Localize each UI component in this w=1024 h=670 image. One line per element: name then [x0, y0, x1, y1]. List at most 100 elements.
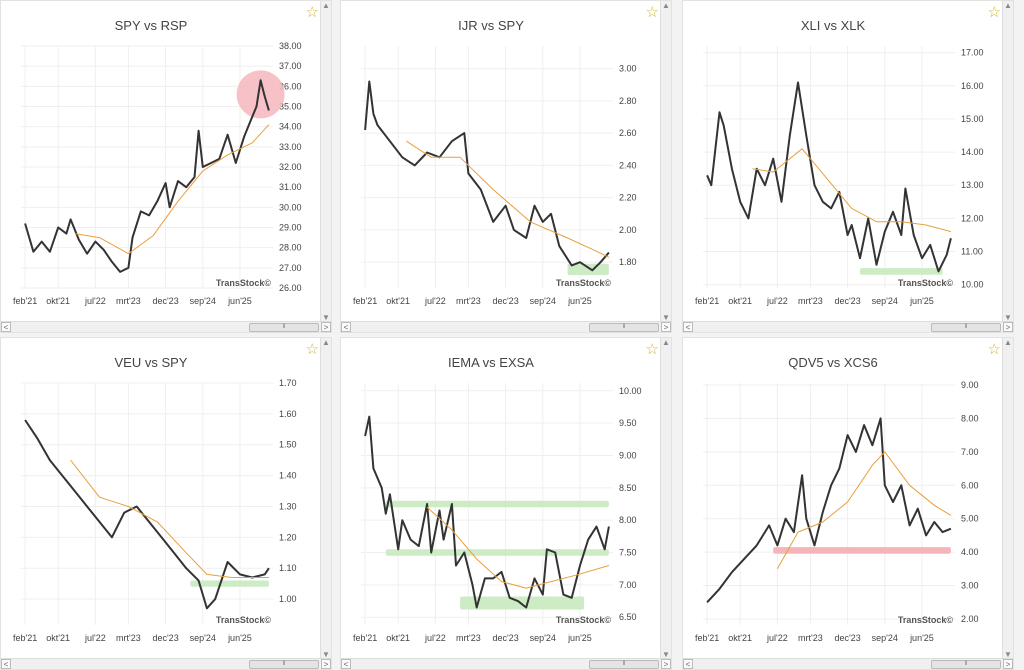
vertical-scrollbar[interactable]: ▲ ▼ — [660, 1, 671, 323]
x-tick-label: okt'21 — [46, 633, 70, 643]
x-tick-label: dec'23 — [492, 296, 518, 306]
chevron-down-icon[interactable]: ▼ — [322, 313, 330, 322]
x-tick-label: okt'21 — [728, 296, 752, 306]
chevron-right-icon[interactable]: > — [321, 659, 331, 669]
moving-average-line — [70, 459, 269, 578]
scrollbar-thumb[interactable]: ll — [931, 660, 1001, 669]
chart-panel: feb'21 okt'21 jul'22 mrt'23 dec'23 sep'24 jun'… — [340, 337, 672, 670]
chevron-up-icon[interactable]: ▲ — [322, 1, 330, 10]
chevron-right-icon[interactable]: > — [661, 322, 671, 332]
horizontal-scrollbar[interactable]: < ll > — [683, 321, 1013, 332]
price-line — [706, 417, 952, 603]
star-icon[interactable]: ☆ — [987, 4, 1001, 21]
y-tick-label: 9.00 — [961, 380, 979, 390]
vertical-scrollbar[interactable]: ▲ ▼ — [1002, 1, 1013, 323]
x-tick-label: jul'22 — [84, 633, 106, 643]
y-tick-label: 35.00 — [279, 102, 302, 112]
chevron-right-icon[interactable]: > — [321, 322, 331, 332]
y-tick-label: 2.00 — [619, 225, 637, 235]
star-icon[interactable]: ☆ — [305, 4, 319, 21]
chevron-left-icon[interactable]: < — [341, 322, 351, 332]
x-tick-label: sep'24 — [872, 633, 898, 643]
price-line — [706, 81, 952, 273]
y-tick-label: 14.00 — [961, 147, 984, 157]
chart-svg: feb'21 okt'21 jul'22 mrt'23 dec'23 sep'24 jun'… — [13, 378, 297, 643]
support-band — [190, 580, 269, 587]
chevron-up-icon[interactable]: ▲ — [662, 1, 670, 10]
chevron-left-icon[interactable]: < — [1, 322, 11, 332]
y-tick-label: 10.00 — [619, 386, 642, 396]
horizontal-scrollbar[interactable]: < ll > — [1, 658, 331, 669]
moving-average-line — [752, 148, 952, 233]
y-tick-label: 12.00 — [961, 213, 984, 223]
star-icon[interactable]: ☆ — [305, 341, 319, 358]
chevron-up-icon[interactable]: ▲ — [662, 338, 670, 347]
watermark: TransStock© — [216, 615, 272, 625]
vertical-scrollbar[interactable]: ▲ ▼ — [660, 338, 671, 660]
horizontal-scrollbar[interactable]: < ll > — [341, 321, 671, 332]
y-tick-label: 26.00 — [279, 283, 302, 293]
chevron-left-icon[interactable]: < — [683, 322, 693, 332]
y-tick-label: 36.00 — [279, 81, 302, 91]
x-tick-label: jun'25 — [909, 633, 934, 643]
horizontal-scrollbar[interactable]: < ll > — [683, 658, 1013, 669]
y-tick-label: 8.00 — [619, 515, 637, 525]
chevron-left-icon[interactable]: < — [1, 659, 11, 669]
vertical-scrollbar[interactable]: ▲ ▼ — [1002, 338, 1013, 660]
chevron-right-icon[interactable]: > — [661, 659, 671, 669]
chevron-left-icon[interactable]: < — [341, 659, 351, 669]
chevron-down-icon[interactable]: ▼ — [1004, 650, 1012, 659]
scrollbar-thumb[interactable]: ll — [249, 323, 319, 332]
vertical-scrollbar[interactable]: ▲ ▼ — [320, 1, 331, 323]
scrollbar-thumb[interactable]: ll — [589, 323, 659, 332]
chart-panel: feb'21 okt'21 jul'22 mrt'23 dec'23 sep'24 jun'… — [682, 337, 1014, 670]
y-tick-label: 2.80 — [619, 96, 637, 106]
scrollbar-thumb[interactable]: ll — [589, 660, 659, 669]
chevron-down-icon[interactable]: ▼ — [1004, 313, 1012, 322]
star-icon[interactable]: ☆ — [645, 4, 659, 21]
chevron-down-icon[interactable]: ▼ — [662, 650, 670, 659]
scrollbar-thumb[interactable]: ll — [931, 323, 1001, 332]
vertical-scrollbar[interactable]: ▲ ▼ — [320, 338, 331, 660]
y-tick-label: 1.30 — [279, 501, 297, 511]
x-tick-label: sep'24 — [190, 633, 216, 643]
x-tick-label: okt'21 — [46, 296, 70, 306]
chevron-down-icon[interactable]: ▼ — [662, 313, 670, 322]
x-tick-label: sep'24 — [530, 633, 556, 643]
x-tick-label: mrt'23 — [116, 296, 141, 306]
chevron-right-icon[interactable]: > — [1003, 659, 1013, 669]
x-tick-label: feb'21 — [695, 296, 719, 306]
x-tick-label: mrt'23 — [116, 633, 141, 643]
y-tick-label: 16.00 — [961, 81, 984, 91]
chevron-down-icon[interactable]: ▼ — [322, 650, 330, 659]
chevron-left-icon[interactable]: < — [683, 659, 693, 669]
horizontal-scrollbar[interactable]: < ll > — [341, 658, 671, 669]
star-icon[interactable]: ☆ — [987, 341, 1001, 358]
watermark: TransStock© — [216, 278, 272, 288]
scrollbar-thumb[interactable]: ll — [249, 660, 319, 669]
chart-title: XLI vs XLK — [800, 18, 866, 33]
x-tick-label: mrt'23 — [798, 296, 823, 306]
star-icon[interactable]: ☆ — [645, 341, 659, 358]
moving-average-line — [776, 451, 952, 570]
chart-svg: feb'21 okt'21 jul'22 mrt'23 dec'23 sep'24 jun'… — [353, 383, 642, 643]
x-tick-label: jul'22 — [424, 633, 446, 643]
y-tick-label: 3.00 — [619, 64, 637, 74]
x-tick-label: jul'22 — [84, 296, 106, 306]
horizontal-scrollbar[interactable]: < ll > — [1, 321, 331, 332]
chart-svg: feb'21 okt'21 jul'22 mrt'23 dec'23 sep'24 jun'… — [695, 380, 979, 643]
x-tick-label: feb'21 — [353, 296, 377, 306]
x-tick-label: dec'23 — [152, 633, 178, 643]
y-tick-label: 15.00 — [961, 114, 984, 124]
x-tick-label: okt'21 — [386, 296, 410, 306]
watermark: TransStock© — [898, 615, 954, 625]
chevron-up-icon[interactable]: ▲ — [1004, 1, 1012, 10]
y-tick-label: 37.00 — [279, 61, 302, 71]
chevron-up-icon[interactable]: ▲ — [1004, 338, 1012, 347]
y-tick-label: 6.00 — [961, 480, 979, 490]
chevron-up-icon[interactable]: ▲ — [322, 338, 330, 347]
x-tick-label: mrt'23 — [456, 296, 481, 306]
y-tick-label: 1.50 — [279, 440, 297, 450]
chevron-right-icon[interactable]: > — [1003, 322, 1013, 332]
y-tick-label: 6.50 — [619, 612, 637, 622]
